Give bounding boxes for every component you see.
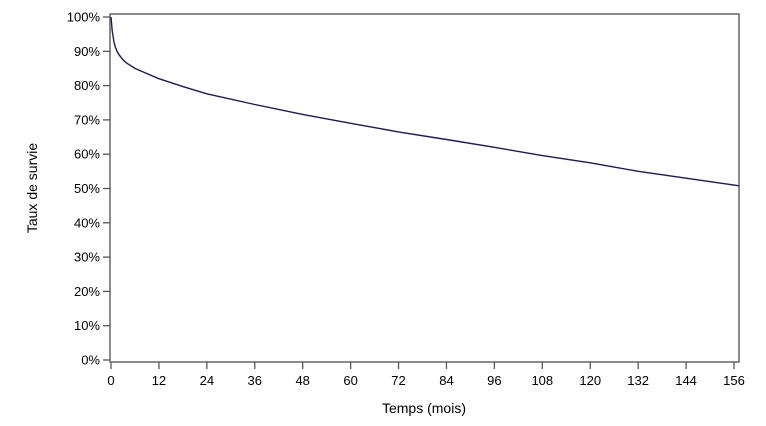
- survival-curve: [110, 16, 740, 187]
- x-tick-label: 156: [723, 373, 745, 388]
- x-tick-label: 24: [200, 373, 214, 388]
- y-tick-label: 10%: [74, 318, 100, 333]
- x-tick-label: 144: [675, 373, 697, 388]
- y-tick-label: 30%: [74, 250, 100, 265]
- x-tick-label: 120: [579, 373, 601, 388]
- x-tick-label: 60: [343, 373, 357, 388]
- x-tick-label: 36: [248, 373, 262, 388]
- y-axis-label: Taux de survie: [24, 143, 40, 233]
- y-tick-label: 70%: [74, 112, 100, 127]
- x-tick-label: 12: [152, 373, 166, 388]
- x-tick-label: 48: [295, 373, 309, 388]
- y-tick-label: 40%: [74, 215, 100, 230]
- x-tick-label: 0: [107, 373, 114, 388]
- x-tick-label: 84: [439, 373, 453, 388]
- x-tick-label: 108: [531, 373, 553, 388]
- plot-frame: [109, 13, 740, 363]
- y-tick-label: 50%: [74, 181, 100, 196]
- y-tick-label: 80%: [74, 78, 100, 93]
- x-tick-label: 72: [391, 373, 405, 388]
- y-tick-label: 0%: [81, 353, 100, 368]
- x-axis-label: Temps (mois): [382, 400, 466, 416]
- y-tick-label: 60%: [74, 147, 100, 162]
- y-tick-label: 20%: [74, 284, 100, 299]
- x-tick-label: 132: [627, 373, 649, 388]
- x-tick-label: 96: [487, 373, 501, 388]
- y-tick-label: 100%: [67, 10, 101, 25]
- y-tick-label: 90%: [74, 44, 100, 59]
